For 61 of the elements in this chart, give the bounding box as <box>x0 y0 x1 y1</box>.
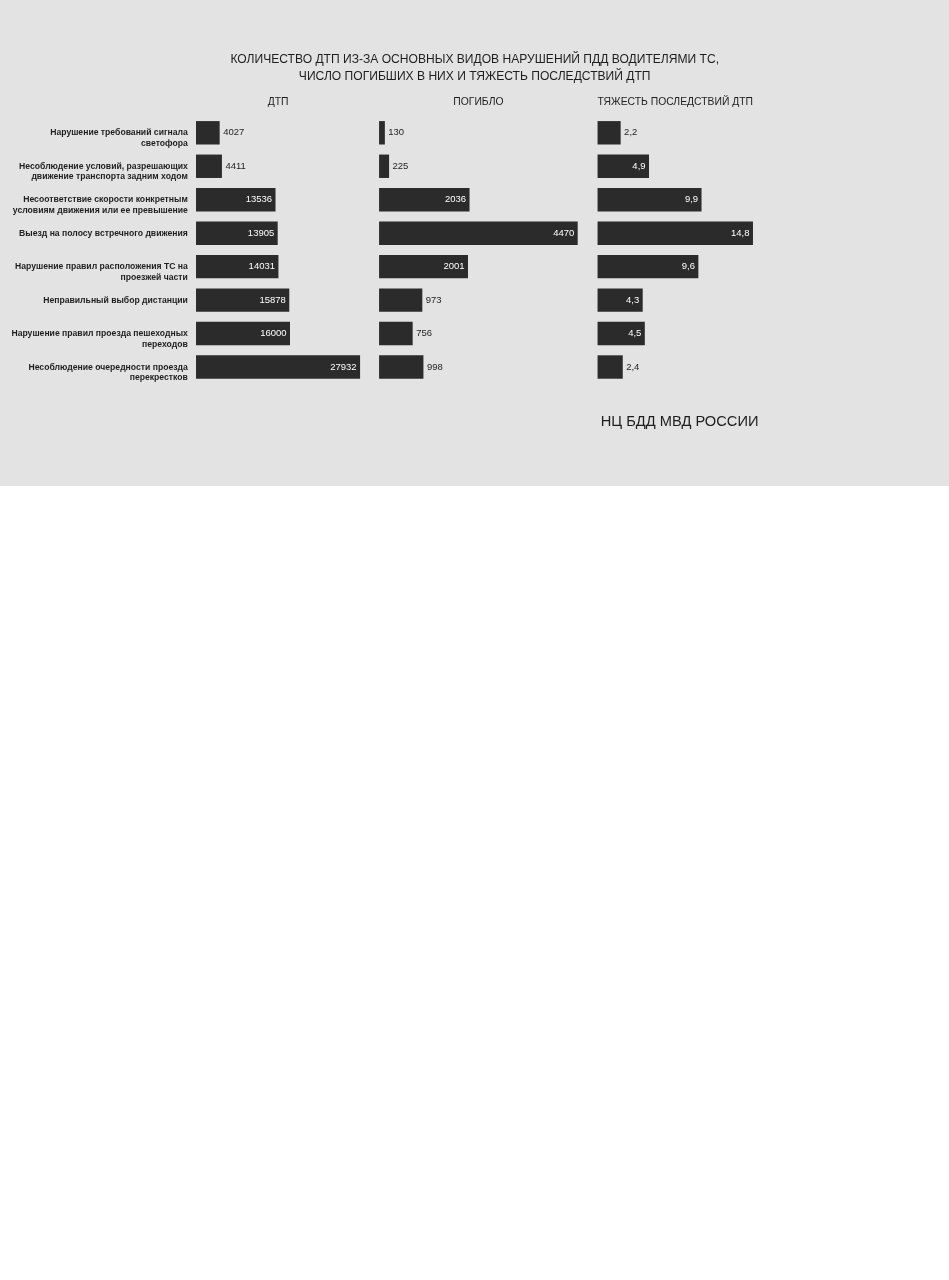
series-label: ТЯЖЕСТЬ ПОСЛЕДСТВИЙ ДТП <box>597 94 754 107</box>
bar <box>379 221 578 245</box>
data-label: 4,5 <box>628 327 642 339</box>
data-label: 9,6 <box>681 260 695 272</box>
data-label: 225 <box>392 159 409 171</box>
y-tick-label: Выезд на полосу встречного движения <box>19 227 188 238</box>
data-label: 2,2 <box>624 126 638 138</box>
data-label: 9,9 <box>684 193 699 205</box>
data-label: 13905 <box>247 226 275 238</box>
bar <box>597 188 702 212</box>
bar <box>196 188 276 212</box>
text: КОЛИЧЕСТВО ДТП ИЗ-ЗА ОСНОВНЫХ ВИДОВ НАРУШЕНИЙ ПДД ВОДИТЕЛЯМИ ТС, ЧИСЛО ПОГИБШИХ В НИХ И ТЯЖЕСТЬ ПОСЛЕДСТВИЙ ДТП <box>230 51 720 83</box>
data-label: 4411 <box>225 159 246 171</box>
bar <box>379 288 423 312</box>
data-label: 2036 <box>444 193 467 205</box>
bar <box>597 154 650 178</box>
data-label: 4,9 <box>632 159 646 171</box>
data-label: 130 <box>388 126 405 138</box>
bar <box>597 288 643 312</box>
data-label: 2001 <box>443 260 465 272</box>
bar <box>597 121 621 145</box>
bar <box>379 321 413 346</box>
bar <box>379 355 424 379</box>
bar <box>379 154 390 178</box>
bar <box>196 254 279 279</box>
data-label: 13536 <box>245 193 273 205</box>
bar <box>196 321 290 346</box>
y-tick-label: Нарушение правил проезда пешеходных переходов <box>11 328 189 349</box>
bar <box>597 254 699 279</box>
data-label: 2,4 <box>626 360 640 372</box>
y-tick-label: Несоблюдение условий, разрешающих движение транспорта задним ходом <box>19 160 189 182</box>
y-tick-label: Неправильный выбор дистанции <box>43 294 188 305</box>
y-tick-label: Несоблюдение очередности проезда перекрестков <box>28 361 189 382</box>
data-label: 14031 <box>248 260 275 272</box>
bar <box>597 221 753 245</box>
data-label: 27932 <box>330 360 357 372</box>
data-label: 14,8 <box>731 226 750 238</box>
bar <box>196 355 361 379</box>
bar <box>379 254 468 279</box>
data-label: 4,3 <box>626 293 640 305</box>
bar <box>196 221 278 245</box>
y-tick-label: Несоответствие скорости конкретным условиям движения или ее превышение <box>12 194 189 215</box>
y-tick-label: Нарушение правил расположения ТС на проезжей части <box>15 261 188 282</box>
text: ПОГИБЛО <box>453 95 504 107</box>
data-label: 16000 <box>260 327 287 339</box>
bar <box>196 288 290 312</box>
data-label: 15878 <box>259 293 286 305</box>
text: НЦ БДД МВД РОССИИ <box>600 413 759 430</box>
bar <box>379 188 470 212</box>
data-label: 756 <box>416 327 432 339</box>
data-label: 973 <box>425 293 442 305</box>
bar <box>196 154 222 178</box>
text: ДТП <box>267 95 289 107</box>
data-label: 4470 <box>553 226 575 238</box>
data-label: 998 <box>426 360 443 372</box>
bar <box>597 321 645 346</box>
bar <box>379 121 385 145</box>
y-tick-label: Нарушение требований сигнала светофора <box>50 127 189 148</box>
bar <box>597 355 623 379</box>
bar <box>196 121 220 145</box>
data-label: 4027 <box>223 126 245 138</box>
